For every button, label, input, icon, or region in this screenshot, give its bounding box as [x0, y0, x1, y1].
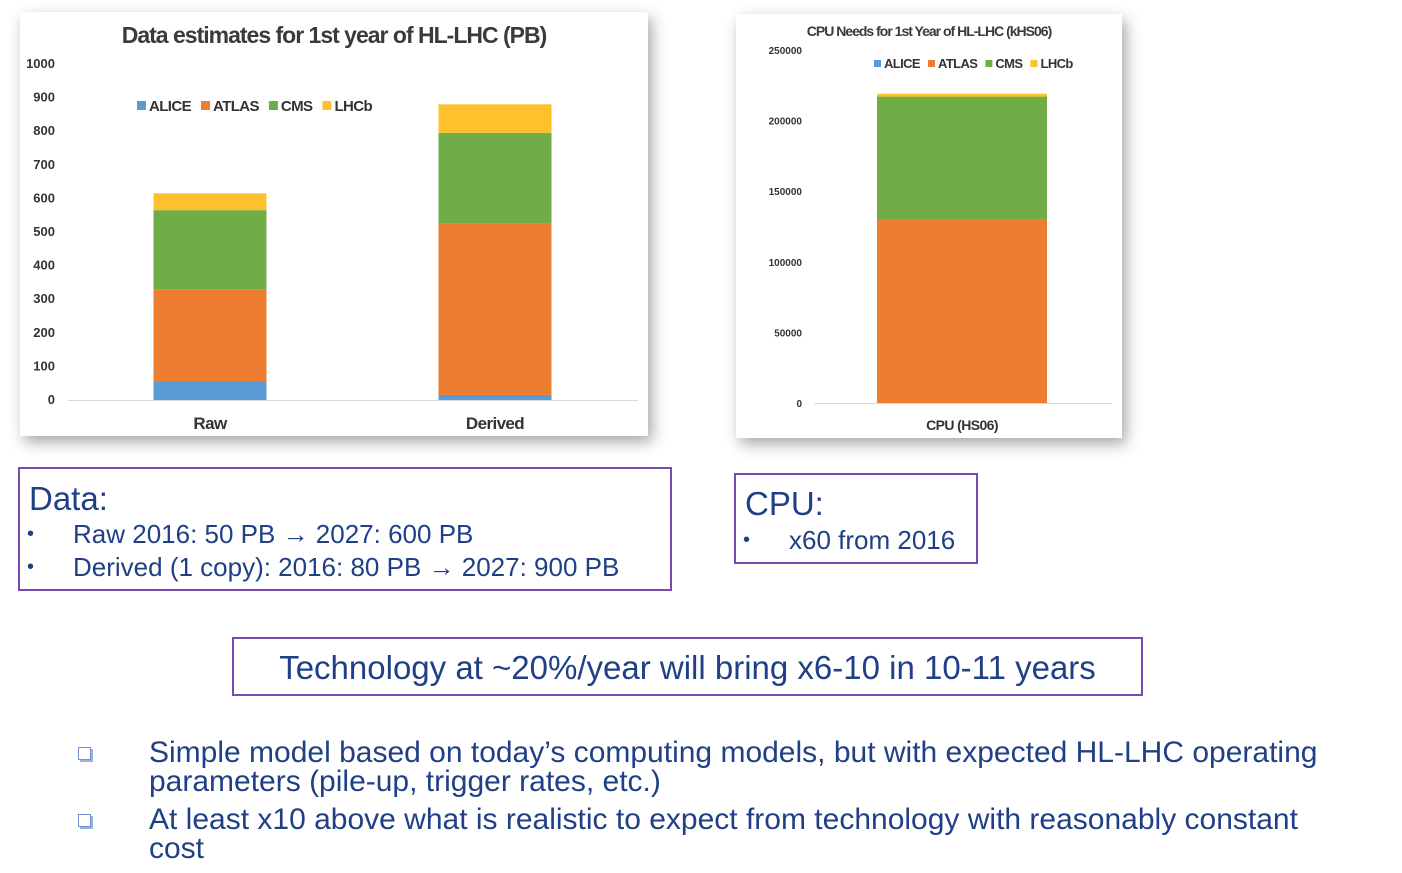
bar-segment-alice [438, 394, 552, 400]
y-tick-label: 200 [33, 325, 55, 340]
note-text: Simple model based on today’s computing … [149, 736, 1318, 798]
y-tick-label: 600 [33, 190, 55, 205]
legend-swatch-atlas [928, 60, 936, 67]
legend-swatch-lhcb [1030, 60, 1038, 67]
bullet-icon: • [27, 523, 35, 545]
x-category-label: CPU (HS06) [926, 417, 998, 433]
cpu-summary-box: CPU: • x60 from 2016 [734, 473, 978, 564]
bar-segment-lhcb [438, 104, 552, 133]
bullet-text: x60 from 2016 [789, 525, 956, 555]
legend-label: LHCb [1040, 56, 1073, 71]
y-tick-label: 900 [33, 90, 55, 105]
x-category-label: Derived [466, 414, 524, 433]
legend-label: ATLAS [938, 56, 978, 71]
legend-label: ALICE [884, 56, 921, 71]
y-tick-label: 50000 [774, 328, 802, 339]
y-tick-label: 700 [33, 157, 55, 172]
legend-swatch-lhcb [322, 101, 332, 110]
bar-segment-cms [153, 210, 267, 290]
bullet-text: Derived (1 copy): 2016: 80 PB → 2027: 90… [73, 552, 620, 582]
y-tick-label: 500 [33, 224, 55, 239]
bullet-text: Raw 2016: 50 PB → 2027: 600 PB [73, 519, 474, 549]
legend-swatch-cms [985, 60, 993, 67]
y-tick-label: 200000 [769, 117, 803, 128]
data-summary-box: Data: • Raw 2016: 50 PB → 2027: 600 PB •… [18, 467, 672, 591]
legend-label: ATLAS [213, 98, 259, 115]
x-category-label: Raw [193, 414, 228, 433]
cpu-needs-chart: CPU Needs for 1st Year of HL-LHC (kHS06)… [736, 14, 1122, 438]
data-estimates-chart: Data estimates for 1st year of HL-LHC (P… [20, 12, 648, 436]
y-tick-label: 1000 [26, 56, 55, 71]
y-tick-label: 800 [33, 123, 55, 138]
legend-swatch-cms [268, 101, 278, 110]
bullet-icon: • [27, 556, 35, 578]
cpu-needs-plot: 0 50000 100000 150000 200000 250000 CPU (HS06)… [769, 46, 1112, 433]
technology-statement: Technology at ~20%/year will bring x6-10… [232, 637, 1143, 696]
legend-swatch-alice [137, 101, 146, 110]
data-heading: Data: [29, 480, 108, 517]
chart-title: CPU Needs for 1st Year of HL-LHC (kHS06) [806, 23, 1052, 39]
legend-label: ALICE [149, 98, 192, 115]
y-tick-label: 100000 [769, 258, 803, 269]
bar-segment-alice [153, 381, 267, 400]
checkbox-bullet-icon [78, 814, 91, 827]
cpu-heading: CPU: [745, 485, 824, 522]
y-tick-label: 0 [48, 392, 55, 407]
bar-segment-atlas [153, 289, 267, 382]
bar-segment-cms [877, 96, 1047, 220]
bullet-icon: • [743, 529, 751, 551]
bar-segment-atlas [877, 219, 1047, 403]
bar-segment-cms [438, 132, 552, 224]
data-estimates-plot: 0 100 200 300 400 500 600 700 800 900 1000 Raw Deriv… [26, 56, 638, 433]
legend-swatch-atlas [201, 101, 211, 110]
y-tick-label: 400 [33, 258, 55, 273]
legend-label: CMS [281, 98, 313, 115]
bar-segment-lhcb [877, 93, 1047, 97]
y-tick-label: 100 [33, 358, 55, 373]
bar-segment-atlas [438, 223, 552, 395]
checkbox-bullet-icon [78, 747, 91, 760]
y-tick-label: 300 [33, 291, 55, 306]
y-tick-label: 150000 [769, 187, 803, 198]
bar-segment-lhcb [153, 193, 267, 211]
y-tick-label: 0 [796, 399, 802, 410]
legend-swatch-alice [874, 60, 881, 67]
legend-label: CMS [995, 56, 1023, 71]
legend-label: LHCb [334, 98, 372, 115]
note-text: At least x10 above what is realistic to … [149, 803, 1298, 865]
chart-title: Data estimates for 1st year of HL-LHC (P… [121, 22, 548, 48]
y-tick-label: 250000 [769, 46, 803, 57]
